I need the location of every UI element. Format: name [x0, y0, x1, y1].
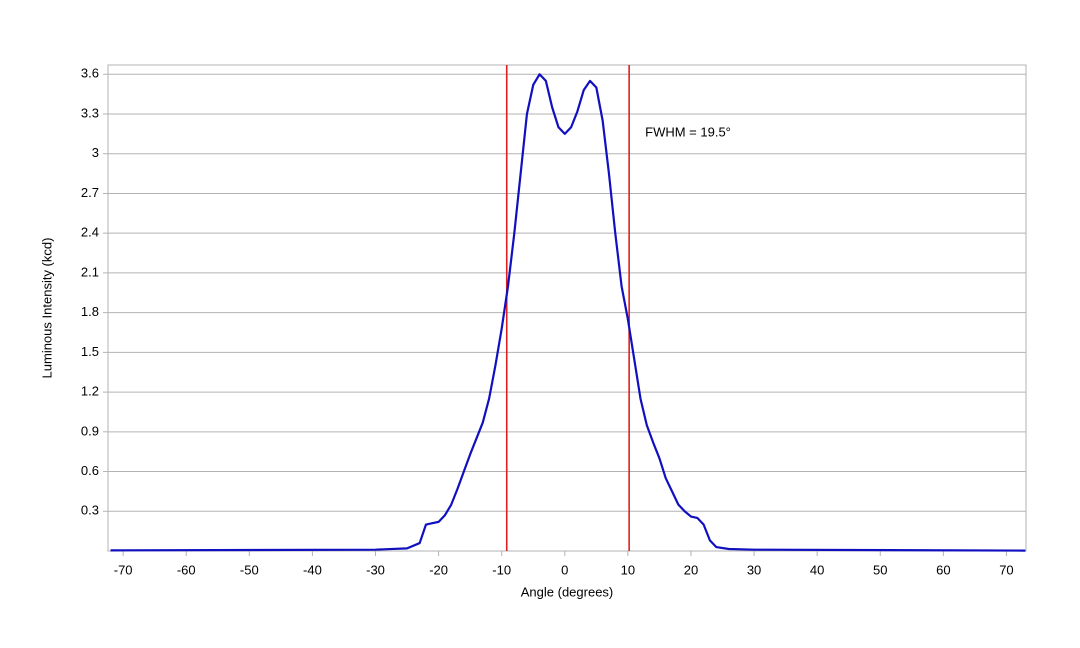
x-tick-label: 20: [684, 562, 698, 577]
y-tick-label: 2.1: [81, 264, 99, 279]
y-tick-label: 3.3: [81, 105, 99, 120]
x-tick-label: -40: [303, 562, 322, 577]
x-tick-label: -10: [492, 562, 511, 577]
x-tick-label: 0: [561, 562, 568, 577]
x-axis-label: Angle (degrees): [521, 584, 614, 599]
y-axis-label: Luminous Intensity (kcd): [39, 238, 54, 379]
y-tick-label: 2.7: [81, 185, 99, 200]
y-tick-label: 1.5: [81, 344, 99, 359]
x-tick-label: 60: [936, 562, 950, 577]
x-tick-label: -20: [429, 562, 448, 577]
y-tick-label: 1.8: [81, 304, 99, 319]
x-tick-label: -70: [114, 562, 133, 577]
y-tick-label: 1.2: [81, 384, 99, 399]
y-tick-label: 0.3: [81, 503, 99, 518]
annotation: FWHM = 19.5°: [645, 124, 731, 139]
y-tick-label: 3.6: [81, 66, 99, 81]
x-tick-label: 50: [873, 562, 887, 577]
plot-area: [107, 64, 1027, 552]
y-tick-label: 0.9: [81, 423, 99, 438]
x-tick-label: -30: [366, 562, 385, 577]
x-tick-label: 40: [810, 562, 824, 577]
curve: [110, 73, 1026, 552]
x-tick-label: 70: [999, 562, 1013, 577]
y-tick-label: 3: [92, 145, 99, 160]
x-tick-label: -50: [240, 562, 259, 577]
y-tick-label: 0.6: [81, 463, 99, 478]
x-tick-label: 30: [747, 562, 761, 577]
x-tick-label: 10: [621, 562, 635, 577]
y-tick-label: 2.4: [81, 225, 99, 240]
x-tick-label: -60: [177, 562, 196, 577]
